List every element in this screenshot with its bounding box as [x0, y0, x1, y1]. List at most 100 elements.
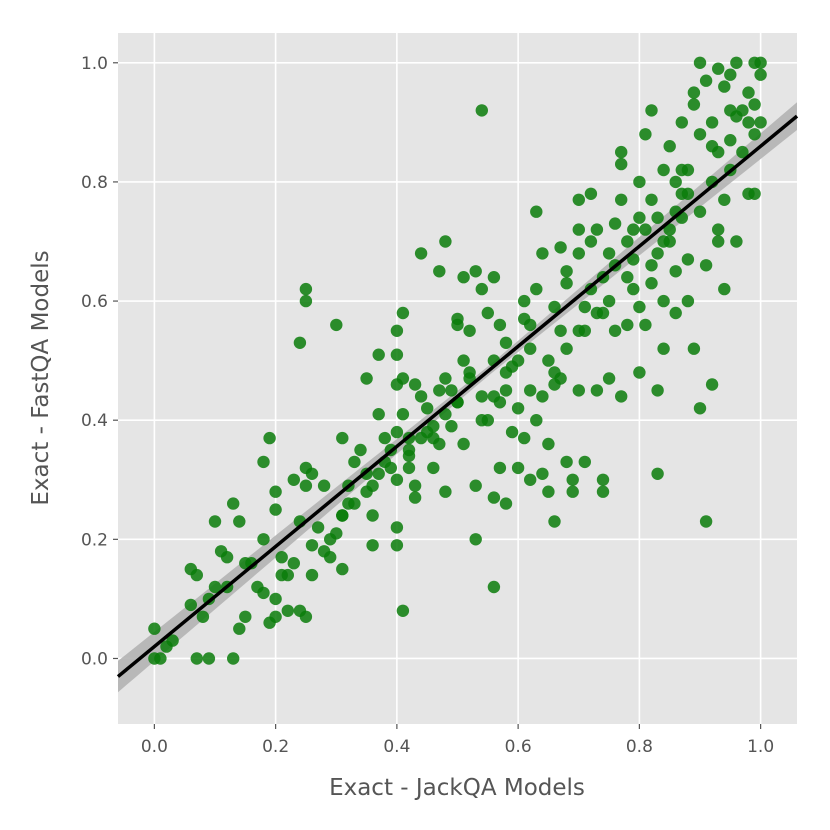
data-point	[499, 366, 513, 379]
data-point	[621, 318, 634, 332]
data-point	[699, 515, 713, 528]
data-point	[439, 372, 452, 385]
data-point	[269, 592, 282, 606]
data-point	[663, 223, 676, 236]
data-point	[487, 491, 501, 504]
data-point	[621, 235, 634, 248]
data-point	[390, 348, 404, 361]
data-point	[372, 348, 385, 361]
data-point	[524, 318, 537, 332]
data-point	[590, 223, 604, 236]
data-point	[469, 479, 482, 492]
data-point	[414, 431, 428, 445]
data-point	[560, 265, 573, 278]
x-tick-label: 0.8	[626, 737, 653, 757]
data-point	[681, 294, 695, 308]
data-point	[542, 354, 555, 367]
data-point	[402, 443, 416, 457]
data-point	[299, 294, 313, 308]
data-point	[524, 342, 537, 355]
data-point	[596, 485, 610, 498]
x-tick-label: 0.0	[141, 737, 168, 757]
data-point	[645, 277, 658, 290]
data-point	[166, 634, 179, 647]
data-point	[687, 98, 701, 111]
x-tick-label: 1.0	[747, 737, 774, 757]
data-point	[645, 259, 658, 272]
data-point	[651, 467, 664, 480]
data-point	[390, 521, 404, 534]
data-point	[712, 223, 725, 236]
data-point	[257, 533, 270, 546]
data-point	[596, 306, 610, 320]
data-point	[742, 86, 755, 99]
data-point	[414, 390, 428, 403]
data-point	[675, 116, 688, 129]
data-point	[487, 580, 501, 594]
data-point	[366, 539, 379, 552]
data-point	[572, 223, 585, 236]
data-point	[530, 414, 543, 427]
data-point	[396, 408, 410, 421]
data-point	[633, 300, 646, 314]
data-point	[196, 610, 210, 623]
data-point	[621, 271, 634, 284]
data-point	[584, 235, 598, 248]
data-point	[487, 390, 501, 403]
data-point	[378, 431, 391, 445]
plot-background	[118, 33, 797, 724]
data-point	[263, 431, 276, 445]
data-point	[712, 235, 725, 248]
data-point	[572, 384, 585, 397]
data-point	[311, 521, 325, 534]
data-point	[724, 68, 737, 81]
data-point	[457, 437, 470, 451]
data-point	[705, 378, 719, 391]
data-point	[712, 62, 725, 75]
data-point	[372, 467, 385, 480]
data-point	[396, 372, 410, 385]
data-point	[633, 366, 646, 379]
data-point	[657, 294, 670, 308]
data-point	[220, 551, 234, 564]
data-point	[317, 479, 331, 492]
data-point	[433, 384, 446, 397]
data-point	[293, 604, 307, 617]
data-point	[693, 56, 707, 69]
data-point	[336, 509, 349, 522]
data-point	[596, 473, 610, 486]
data-point	[499, 336, 513, 349]
data-point	[718, 282, 731, 296]
data-point	[572, 324, 585, 337]
data-point	[651, 247, 664, 260]
y-tick-label: 0.2	[81, 530, 108, 550]
data-point	[372, 408, 385, 421]
data-point	[511, 461, 525, 475]
data-point	[433, 265, 446, 278]
data-point	[730, 235, 743, 248]
data-point	[645, 104, 658, 117]
data-point	[360, 372, 373, 385]
x-tick-label: 0.2	[262, 737, 289, 757]
data-point	[305, 467, 319, 480]
data-point	[154, 652, 167, 665]
data-point	[669, 175, 682, 189]
data-point	[190, 568, 203, 582]
data-point	[233, 515, 246, 528]
data-point	[408, 378, 422, 391]
data-point	[675, 163, 688, 177]
data-point	[530, 282, 543, 296]
data-point	[566, 473, 579, 486]
data-point	[336, 562, 349, 576]
data-point	[524, 384, 537, 397]
data-point	[511, 354, 525, 367]
x-axis-label: Exact - JackQA Models	[329, 775, 585, 801]
data-point	[499, 384, 513, 397]
data-point	[536, 247, 549, 260]
data-point	[190, 652, 203, 665]
data-point	[693, 402, 707, 415]
data-point	[633, 211, 646, 224]
data-point	[736, 104, 749, 117]
data-point	[287, 557, 300, 570]
data-point	[239, 610, 252, 623]
